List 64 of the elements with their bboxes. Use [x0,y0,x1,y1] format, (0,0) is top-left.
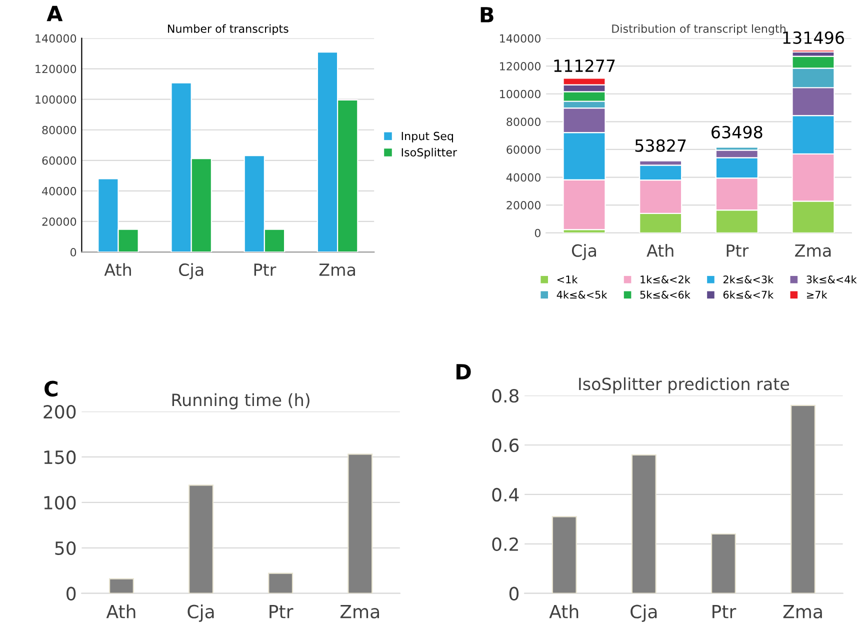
y-tick-label: 0.8 [492,389,519,403]
chart-title: IsoSplitter prediction rate [579,377,790,394]
y-tick-label: 50 [55,541,76,555]
x-tick-label: Ath [106,604,136,618]
x-tick-label: Ptr [270,605,294,618]
legend-label: 2k≤&<3k [723,275,774,284]
x-tick-label: Zma [795,244,831,257]
y-tick-label: 120000 [500,62,540,70]
chart-title: Number of transcripts [168,24,288,36]
legend-label: Input Seq [402,132,453,142]
y-tick-label: 140000 [500,34,540,43]
x-tick-label: Cja [630,604,657,622]
legend-label: <1k [557,275,578,284]
x-tick-label: Zma [783,605,822,618]
y-tick-label: 0 [70,248,76,256]
y-tick-label: 40000 [506,173,540,182]
x-tick-label: Cja [179,263,204,280]
y-tick-label: 200 [44,404,76,419]
x-tick-label: Ptr [712,605,736,618]
chart-title: Distribution of transcript length [612,24,786,36]
text: D [456,364,471,380]
legend-label: 5k≤&<6k [640,290,690,299]
legend-label: 1k≤&<2k [640,275,690,284]
y-tick-label: 0 [534,228,540,238]
y-tick-label: 0.6 [492,438,519,452]
x-tick-label: Cja [572,244,596,260]
y-tick-label: 100000 [500,90,540,98]
y-tick-label: 60000 [42,156,76,165]
x-tick-label: Ath [549,604,578,618]
y-tick-label: 20000 [42,217,76,226]
x-tick-label: Zma [340,605,379,618]
x-tick-label: Ptr [726,244,749,257]
y-tick-label: 150 [44,450,76,464]
legend-label: 6k≤&<7k [723,290,774,299]
y-tick-label: 120000 [36,64,76,74]
total-label: 63498 [712,126,762,138]
x-tick-label: Ath [646,244,674,257]
y-tick-label: 100 [44,496,76,510]
text: A [46,6,63,22]
y-tick-label: 40000 [42,186,76,196]
total-label: 53827 [635,139,686,152]
y-tick-label: 0.4 [492,488,519,502]
y-tick-label: 60000 [506,145,540,154]
y-tick-label: 0 [509,586,519,600]
legend-label: ≥7k [807,290,828,299]
y-tick-label: 140000 [36,34,76,43]
x-tick-label: Ath [104,263,131,276]
x-tick-label: Zma [319,264,355,276]
text: B [480,7,494,22]
legend-label: 4k≤&<5k [556,290,608,299]
legend-label: IsoSplitter [402,148,458,159]
text: C [44,380,58,397]
x-tick-label: Cja [188,604,214,622]
total-label: 131496 [783,31,844,44]
y-tick-label: 0.2 [492,537,518,552]
y-tick-label: 80000 [506,118,540,126]
total-label: 111277 [554,59,615,72]
x-tick-label: Ptr [254,264,276,276]
legend-label: 3k≤&<4k [806,275,857,284]
y-tick-label: 80000 [42,126,76,134]
y-tick-label: 100000 [36,95,76,104]
chart-title: Running time (h) [172,393,310,410]
y-tick-label: 20000 [506,201,540,210]
y-tick-label: 0 [66,586,76,600]
